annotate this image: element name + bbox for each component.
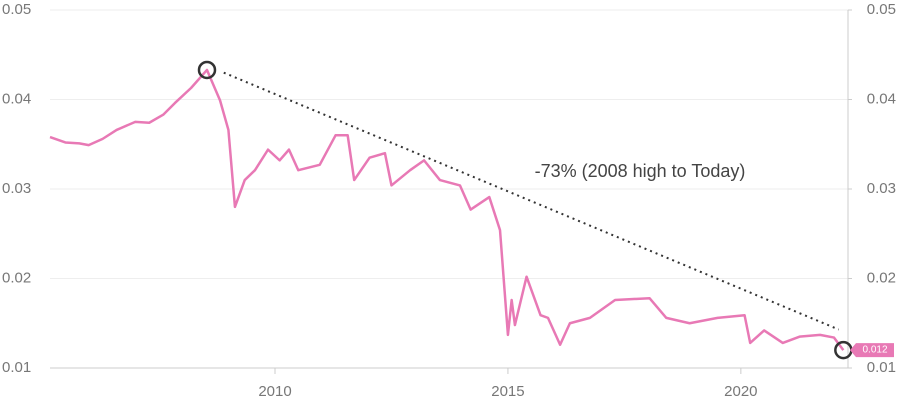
y-tick-label: 0.04 [2, 90, 31, 107]
last-value-label: 0.012 [862, 345, 887, 356]
y2-tick-label: 0.02 [867, 269, 896, 286]
highlight-marker [197, 60, 217, 80]
y2-tick-label: 0.01 [867, 359, 896, 376]
y-tick-label: 0.03 [2, 180, 31, 197]
series-line [49, 68, 845, 351]
y-tick-label: 0.01 [2, 359, 31, 376]
y-tick-label: 0.02 [2, 269, 31, 286]
x-tick-label: 2010 [258, 383, 291, 400]
y-tick-label: 0.05 [2, 1, 31, 18]
x-tick-label: 2020 [724, 383, 757, 400]
annotation: -73% (2008 high to Today) [535, 161, 746, 181]
y2-tick-label: 0.05 [867, 1, 896, 18]
y2-tick-label: 0.03 [867, 180, 896, 197]
last-value-tag [850, 343, 894, 358]
y2-tick-label: 0.04 [867, 90, 896, 107]
x-tick-label: 2015 [491, 383, 524, 400]
